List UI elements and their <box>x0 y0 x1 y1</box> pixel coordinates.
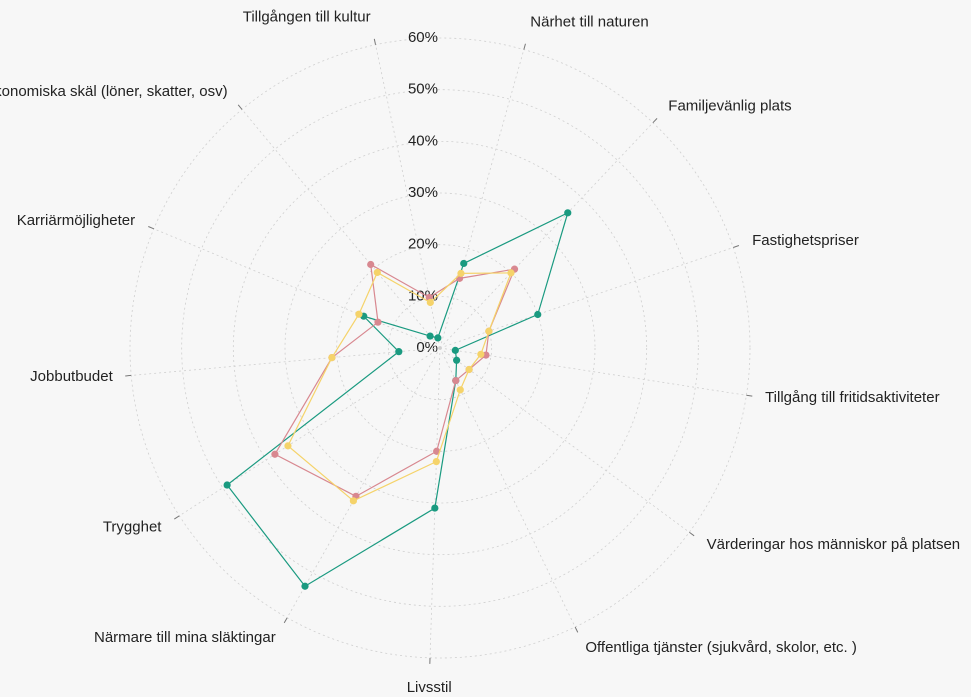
spoke <box>131 348 440 375</box>
category-label: Närhet till naturen <box>530 14 648 31</box>
data-point <box>301 583 308 590</box>
data-point <box>431 504 438 511</box>
category-label: Tillgång till fritidsaktiviteter <box>765 389 940 406</box>
category-label: Ekonomiska skäl (löner, skatter, osv) <box>0 83 228 100</box>
spoke-tick <box>174 516 179 519</box>
category-label: Tillgången till kultur <box>243 8 371 25</box>
category-label: Familjevänlig plats <box>668 97 791 114</box>
data-point <box>457 386 464 393</box>
data-point <box>434 334 441 341</box>
data-point <box>564 209 571 216</box>
spoke <box>154 229 440 348</box>
category-label: Jobbutbudet <box>30 368 113 385</box>
data-point <box>453 357 460 364</box>
spoke-tick <box>733 246 739 248</box>
data-point <box>374 319 381 326</box>
spoke-tick <box>575 627 578 632</box>
spoke-tick <box>524 44 526 50</box>
data-point <box>427 299 434 306</box>
data-point <box>477 351 484 358</box>
data-point <box>350 497 357 504</box>
category-label: Karriärmöjligheter <box>17 212 135 229</box>
data-point <box>395 348 402 355</box>
spoke <box>440 247 733 348</box>
category-label: Fastighetspriser <box>752 232 859 249</box>
data-point <box>355 311 362 318</box>
spoke-tick <box>653 118 657 122</box>
data-point <box>427 332 434 339</box>
spoke-tick <box>374 39 375 45</box>
data-point <box>433 458 440 465</box>
data-point <box>534 311 541 318</box>
data-point <box>460 260 467 267</box>
r-tick-label: 0% <box>416 339 438 356</box>
data-point <box>452 377 459 384</box>
category-label: Livsstil <box>407 679 452 692</box>
category-label: Offentliga tjänster (sjukvård, skolor, e… <box>585 639 857 656</box>
data-point <box>507 269 514 276</box>
r-tick-label: 50% <box>408 81 438 98</box>
r-tick-label: 20% <box>408 236 438 253</box>
data-point <box>367 261 374 268</box>
spoke-tick <box>284 618 287 623</box>
data-point <box>284 442 291 449</box>
spoke <box>440 348 689 532</box>
series-line <box>288 272 511 500</box>
data-point <box>485 328 492 335</box>
series-line <box>275 265 515 497</box>
r-tick-label: 30% <box>408 184 438 201</box>
r-tick-label: 40% <box>408 132 438 149</box>
category-label: Trygghet <box>103 518 162 535</box>
data-point <box>328 354 335 361</box>
category-label: Närmare till mina släktingar <box>94 629 276 646</box>
spoke-tick <box>148 226 154 228</box>
spoke-tick <box>125 375 131 376</box>
spoke-tick <box>746 395 752 396</box>
r-tick-label: 60% <box>408 29 438 46</box>
spoke <box>179 348 440 516</box>
spoke-tick <box>689 532 694 536</box>
data-point <box>271 451 278 458</box>
data-point <box>465 366 472 373</box>
data-point <box>224 481 231 488</box>
data-point <box>374 269 381 276</box>
category-label: Värderingar hos människor på platsen <box>707 536 960 553</box>
spoke <box>287 348 440 618</box>
data-point <box>452 347 459 354</box>
spoke-tick <box>238 105 242 110</box>
data-point <box>457 270 464 277</box>
spoke <box>440 123 653 348</box>
